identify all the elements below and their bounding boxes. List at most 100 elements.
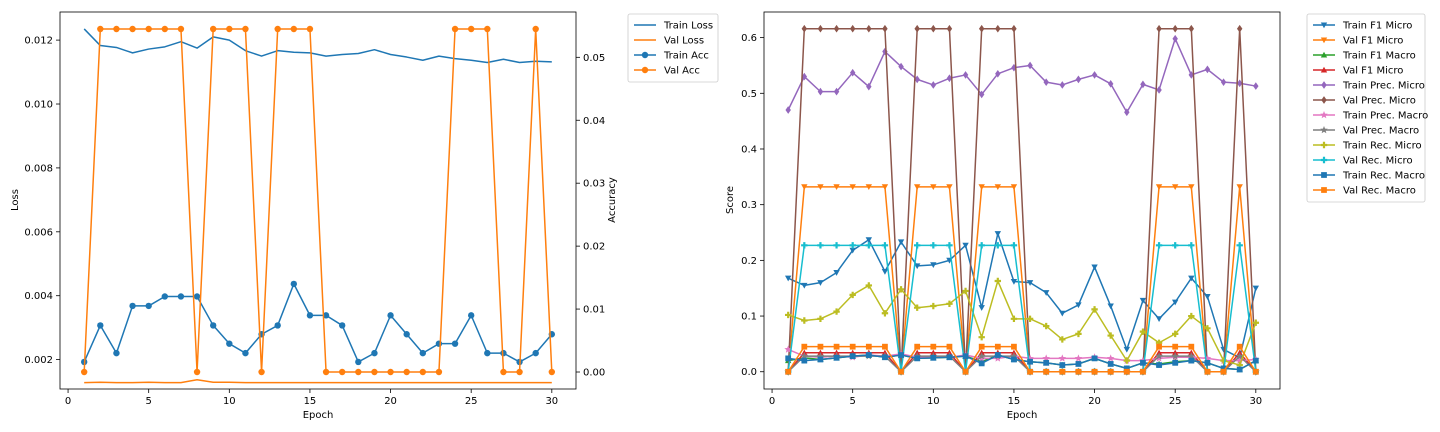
data-point [371,368,378,376]
data-point [962,287,969,295]
data-point [1010,242,1018,249]
data-point [548,368,556,376]
loss-y-axis-label: Loss [10,189,21,211]
data-point [1027,358,1033,365]
series-line-val-f1-micro [787,186,1257,373]
data-point [849,24,856,33]
data-point [467,312,475,319]
data-point [914,24,920,33]
data-point [1236,242,1243,249]
legend-marker [1320,22,1328,29]
data-point [833,270,840,276]
data-point [80,368,88,376]
x-tick-label: 15 [1008,396,1021,407]
data-point [145,302,152,310]
data-point [817,184,824,191]
data-point [898,62,904,71]
data-point [467,25,475,33]
series-line-train-loss [83,28,552,64]
data-point [865,352,872,358]
data-point [833,87,840,96]
data-point [1059,310,1066,317]
data-point [1010,315,1018,323]
data-point [1074,354,1083,362]
data-point [403,368,410,376]
score-axes-frame [763,11,1281,390]
data-point [801,357,808,364]
data-point [1155,316,1163,323]
data-point [962,353,969,360]
data-point [946,184,953,191]
data-point [306,312,314,319]
x-tick-label: 10 [927,396,940,407]
data-point [177,25,185,33]
data-point [865,282,873,289]
series-train-rec-macro [785,352,1259,373]
data-point [1188,184,1195,191]
loss-accuracy-legend: Train Loss Val Loss Train Acc Val Acc [627,13,719,83]
legend-marker [1320,51,1328,58]
data-point [338,368,346,376]
data-point [1010,352,1018,360]
data-point [161,293,169,300]
data-point [817,280,824,286]
data-point [1236,184,1243,191]
y-tick-label: 0.012 [24,36,53,47]
series-train-prec-micro [785,34,1259,117]
data-point [1156,86,1162,94]
data-point [881,184,889,191]
legend-frame [627,13,719,83]
data-point [1027,61,1033,70]
data-point [371,349,378,357]
y-tick-label: 0.6 [741,33,757,44]
legend-label: Val Rec. Micro [1343,156,1413,167]
data-point [338,322,346,329]
data-point [930,343,937,350]
data-point [1139,328,1147,335]
data-point [849,184,856,191]
data-point [1059,362,1066,368]
data-point [1107,368,1114,375]
data-point [129,302,136,310]
data-point [914,355,921,362]
data-point [1235,356,1244,364]
data-point [451,25,459,33]
data-point [1075,330,1082,338]
y-tick-label: 0.0 [741,367,757,378]
data-point [1075,302,1082,309]
data-point [1188,242,1195,249]
data-point [1187,352,1196,360]
y-right-tick-label: 0.05 [583,53,605,64]
data-point [1140,80,1146,89]
data-point [962,368,969,375]
loss-accuracy-x-axis-label: Epoch [303,410,334,421]
data-point [881,310,889,317]
data-point [849,343,856,350]
data-point [897,239,905,246]
legend-marker [1321,172,1327,178]
data-point [897,286,905,293]
data-point [1123,368,1130,375]
data-point [1042,322,1050,330]
data-point [1123,357,1131,364]
legend-label: Train Rec. Micro [1342,141,1422,152]
data-point [817,356,824,363]
data-point [258,368,265,376]
data-point [1059,81,1066,89]
data-point [849,291,856,299]
data-point [1027,368,1033,375]
data-point [817,87,824,96]
data-point [322,312,330,319]
y-tick-label: 0.3 [741,200,757,211]
data-point [306,25,314,33]
data-point [849,68,856,77]
data-point [1139,297,1147,304]
data-point [1107,79,1114,88]
data-point [419,349,427,357]
data-point [387,368,394,376]
data-point [451,340,459,347]
data-point [833,242,840,249]
data-point [1171,330,1179,338]
data-point [500,349,507,357]
data-point [1107,303,1114,310]
